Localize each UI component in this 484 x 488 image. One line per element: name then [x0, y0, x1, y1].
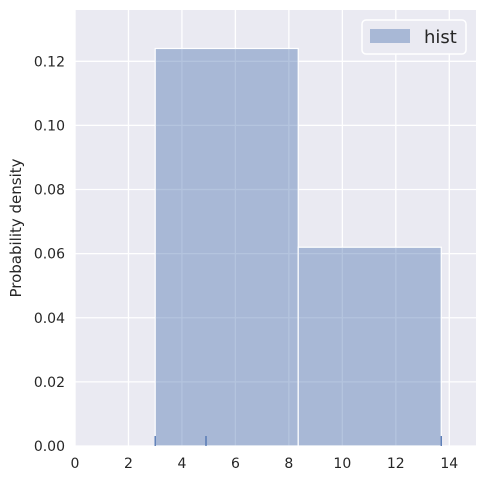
x-tick-label: 10 [333, 456, 351, 472]
y-tick-label: 0.00 [34, 439, 65, 455]
y-tick-label: 0.06 [34, 247, 65, 263]
grid-lines [74, 10, 476, 447]
plot-background [75, 10, 476, 446]
x-tick-labels: 0 2 4 6 8 10 12 14 [71, 456, 459, 472]
legend-box [361, 19, 467, 55]
x-tick-label: 12 [387, 456, 405, 472]
y-tick-labels: 0.00 0.02 0.04 0.06 0.08 0.10 0.12 [34, 54, 65, 455]
histogram-bars [154, 47, 442, 447]
y-tick-label: 0.04 [34, 311, 65, 327]
y-tick-label: 0.02 [34, 375, 65, 391]
x-tick-label: 4 [177, 456, 186, 472]
histogram-bar [154, 47, 299, 447]
histogram-bar [297, 246, 442, 447]
x-tick-label: 8 [284, 456, 293, 472]
legend: hist [361, 19, 467, 55]
x-tick-label: 0 [71, 456, 80, 472]
legend-label: hist [424, 27, 457, 48]
y-axis-label: Probability density [7, 158, 25, 297]
x-tick-label: 2 [124, 456, 133, 472]
x-tick-label: 6 [231, 456, 240, 472]
y-tick-label: 0.10 [34, 118, 65, 134]
legend-swatch [370, 29, 410, 43]
y-tick-label: 0.12 [34, 54, 65, 70]
rug-marks [154, 436, 442, 446]
x-tick-label: 14 [440, 456, 458, 472]
y-tick-label: 0.08 [34, 183, 65, 199]
